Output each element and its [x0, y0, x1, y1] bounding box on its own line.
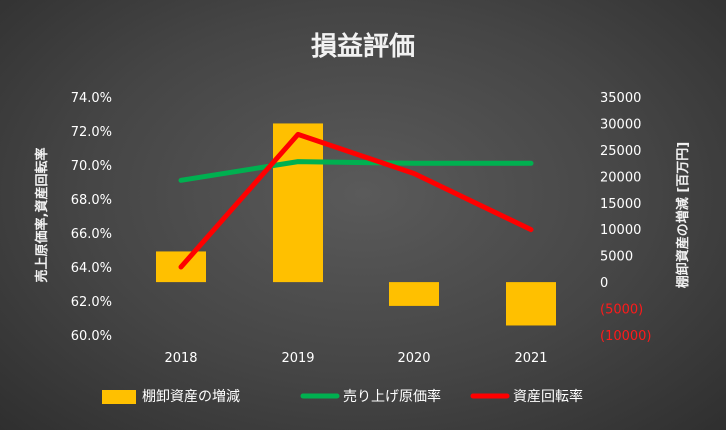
bar-2019 [273, 123, 323, 283]
bar-2020 [389, 282, 439, 306]
left-tick-label: 68.0% [71, 193, 112, 208]
left-tick-label: 66.0% [71, 227, 112, 242]
left-axis-ticks: 74.0% 72.0% 70.0% 68.0% 66.0% 64.0% 62.0% 60.0% [71, 91, 112, 344]
line-series-0 [178, 159, 534, 183]
right-tick-label: 20000 [600, 170, 641, 185]
right-tick-label: 10000 [600, 223, 641, 238]
x-tick-label: 2021 [514, 351, 547, 366]
left-tick-label: 62.0% [71, 295, 112, 310]
right-tick-label: 35000 [600, 91, 641, 106]
right-tick-label: 25000 [600, 144, 641, 159]
line-series-1 [178, 131, 534, 270]
legend-label: 棚卸資産の増減 [142, 388, 240, 405]
left-tick-label: 74.0% [71, 91, 112, 106]
right-tick-label: (5000) [600, 303, 643, 318]
legend-label: 売り上げ原価率 [343, 388, 441, 405]
right-tick-label: 5000 [600, 250, 633, 265]
left-axis-title: 売上原価率,資産回転率 [34, 148, 50, 283]
left-tick-label: 70.0% [71, 159, 112, 174]
left-tick-label: 64.0% [71, 261, 112, 276]
x-tick-label: 2018 [164, 351, 197, 366]
right-tick-label: (10000) [600, 329, 652, 344]
left-tick-label: 72.0% [71, 125, 112, 140]
bar-2021 [506, 282, 556, 326]
right-tick-label: 15000 [600, 197, 641, 212]
x-axis-ticks: 2018 2019 2020 2021 [164, 351, 547, 366]
legend-label: 資産回転率 [513, 388, 583, 405]
chart-title: 損益評価 [311, 31, 415, 62]
right-tick-label: 30000 [600, 117, 641, 132]
line-series [178, 131, 534, 270]
right-axis-title: 棚卸資産の増減 [百万円] [675, 142, 691, 288]
left-tick-label: 60.0% [71, 329, 112, 344]
legend-swatch-bar [102, 390, 136, 404]
right-axis-ticks: 35000 30000 25000 20000 15000 10000 5000 0 (5000… [600, 91, 652, 344]
x-tick-label: 2020 [397, 351, 430, 366]
legend: 棚卸資産の増減 売り上げ原価率 資産回転率 [102, 388, 583, 405]
x-tick-label: 2019 [281, 351, 314, 366]
right-tick-label: 0 [600, 276, 608, 291]
